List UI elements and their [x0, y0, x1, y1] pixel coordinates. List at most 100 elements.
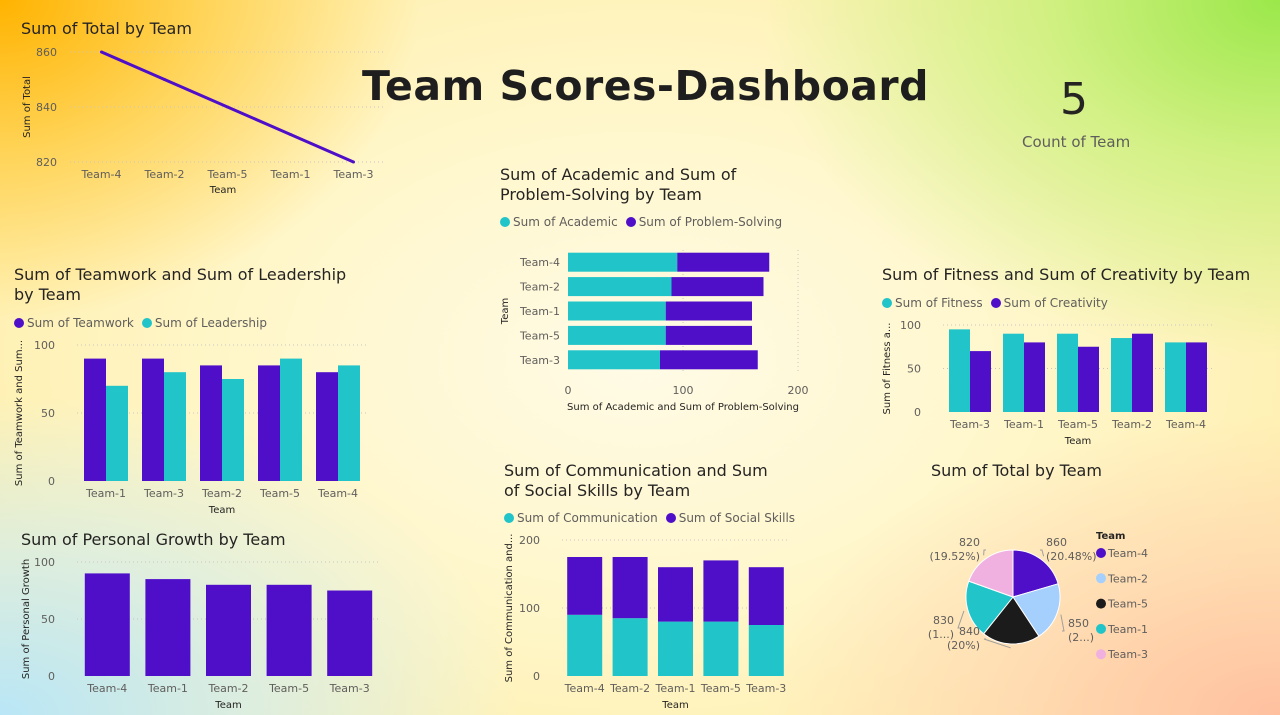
point-team-1[interactable]: [289, 133, 292, 136]
chart-total-line[interactable]: 820 840 860 Team-4 Team-2 Team-5 Team-1 Team-3 T…: [0, 38, 390, 200]
legend-item-creativity[interactable]: Sum of Creativity: [990, 296, 1108, 310]
bar-team-1[interactable]: [145, 579, 191, 676]
chart-academic[interactable]: 0 100 200 Team-4 Team-2 Team-1 Team-5 Team-3 Sum…: [490, 240, 830, 420]
x-tick-label: Team-4: [317, 487, 358, 500]
legend-item-problem-solving[interactable]: Sum of Problem-Solving: [625, 215, 783, 229]
y-tick-label: 200: [519, 534, 540, 547]
bar-team-2-sum-of-leadership[interactable]: [222, 379, 244, 481]
legend-label: Sum of Leadership: [154, 316, 267, 330]
bar-team-2-sum-of-social-skills[interactable]: [612, 557, 648, 619]
point-team-3[interactable]: [352, 160, 355, 164]
bar-team-3-sum-of-communication[interactable]: [748, 625, 784, 676]
count-card-value: 5: [1060, 74, 1088, 125]
bar-team-3-sum-of-problem-solving[interactable]: [660, 350, 758, 370]
bar-team-1-sum-of-fitness[interactable]: [1003, 333, 1024, 412]
bar-team-5-sum-of-creativity[interactable]: [1078, 346, 1099, 412]
y-tick-label: Team-1: [519, 305, 560, 318]
bar-team-4-sum-of-social-skills[interactable]: [567, 557, 603, 615]
bar-team-4-sum-of-academic[interactable]: [568, 252, 678, 272]
bar-team-3-sum-of-academic[interactable]: [568, 350, 660, 370]
pie-slice-team-4[interactable]: [1012, 549, 1059, 598]
x-tick-label: 0: [565, 384, 572, 397]
y-tick-label: 50: [907, 363, 921, 376]
pie-slice-team-3[interactable]: [968, 549, 1014, 598]
bar-team-3-sum-of-leadership[interactable]: [164, 372, 186, 481]
bar-team-3[interactable]: [327, 590, 373, 677]
bar-team-4-sum-of-creativity[interactable]: [1186, 342, 1207, 412]
y-axis-title: Sum of Personal Growth: [21, 559, 32, 679]
bar-team-2-sum-of-teamwork[interactable]: [200, 365, 222, 481]
bar-team-4-sum-of-communication[interactable]: [567, 614, 603, 676]
bar-team-5-sum-of-social-skills[interactable]: [703, 560, 739, 622]
point-team-2[interactable]: [163, 78, 166, 81]
chart-teamwork[interactable]: 0 50 100 Team-1 Team-3 Team-2 Team-5 Team-4 Team…: [0, 335, 380, 520]
legend-item-communication[interactable]: Sum of Communication: [504, 511, 658, 525]
legend-dot-team-5[interactable]: [1096, 598, 1106, 609]
bar-team-4-sum-of-teamwork[interactable]: [316, 372, 338, 481]
legend-item-fitness[interactable]: Sum of Fitness: [882, 296, 983, 310]
bar-team-2-sum-of-fitness[interactable]: [1111, 338, 1132, 412]
bar-team-4-sum-of-problem-solving[interactable]: [677, 252, 770, 272]
bar-team-5-sum-of-problem-solving[interactable]: [665, 325, 752, 345]
chart-personal[interactable]: 0 50 100 Team-4 Team-1 Team-2 Team-5 Team-3 Team…: [0, 552, 385, 715]
bar-team-2-sum-of-creativity[interactable]: [1132, 333, 1153, 412]
bar-team-3-sum-of-fitness[interactable]: [949, 329, 970, 412]
legend-dot-team-4[interactable]: [1096, 548, 1106, 558]
bar-team-1-sum-of-social-skills[interactable]: [658, 567, 693, 622]
y-tick-label: 100: [34, 556, 55, 569]
chart-fitness[interactable]: 0 50 100 Team-3 Team-1 Team-5 Team-2 Team-4 Team…: [875, 315, 1230, 450]
bar-team-5-sum-of-academic[interactable]: [568, 325, 666, 345]
bar-team-5-sum-of-leadership[interactable]: [280, 358, 302, 481]
point-team-4[interactable]: [100, 50, 103, 54]
legend-item-academic[interactable]: Sum of Academic: [500, 215, 618, 229]
bar-team-1-sum-of-communication[interactable]: [658, 621, 693, 676]
pie-legend-label[interactable]: Team-2: [1107, 572, 1148, 585]
bar-team-5-sum-of-fitness[interactable]: [1057, 333, 1078, 412]
pie-legend-label[interactable]: Team-3: [1107, 648, 1148, 661]
bar-team-4-sum-of-leadership[interactable]: [338, 365, 360, 481]
legend-teamwork: Sum of Teamwork Sum of Leadership: [14, 316, 267, 330]
x-tick-label: Team-3: [745, 682, 786, 695]
bar-team-2[interactable]: [206, 584, 251, 676]
legend-item-leadership[interactable]: Sum of Leadership: [141, 316, 267, 330]
legend-label: Sum of Problem-Solving: [638, 215, 783, 229]
legend-label: Sum of Teamwork: [27, 316, 134, 330]
x-tick-label: Team-1: [269, 168, 310, 181]
pie-legend-label[interactable]: Team-5: [1107, 598, 1148, 611]
bar-team-2-sum-of-communication[interactable]: [612, 618, 648, 676]
bar-team-1-sum-of-teamwork[interactable]: [84, 358, 106, 481]
bar-team-5[interactable]: [266, 584, 312, 676]
pie-legend-label[interactable]: Team-1: [1107, 623, 1148, 636]
bar-team-5-sum-of-teamwork[interactable]: [258, 365, 280, 481]
bar-team-3-sum-of-creativity[interactable]: [970, 351, 991, 412]
y-axis-title: Sum of Communication and...: [504, 534, 515, 683]
bar-team-1-sum-of-leadership[interactable]: [106, 385, 128, 481]
bar-team-1-sum-of-academic[interactable]: [568, 301, 666, 321]
pie-slice-team-2[interactable]: [1012, 583, 1061, 637]
bar-team-5-sum-of-communication[interactable]: [703, 621, 739, 676]
bar-team-1-sum-of-problem-solving[interactable]: [665, 301, 752, 321]
pie-pct-label: (20%): [947, 639, 980, 652]
point-team-5[interactable]: [226, 105, 229, 109]
chart-communication[interactable]: 0 100 200 Team-4 Team-2 Team-1 Team-5 Team-3 Tea…: [495, 530, 805, 715]
legend-item-social-skills[interactable]: Sum of Social Skills: [665, 511, 795, 525]
pie-leader-line: [1060, 614, 1065, 632]
bar-team-4[interactable]: [84, 573, 130, 676]
legend-dot-team-1[interactable]: [1096, 623, 1106, 634]
pie-slice-team-5[interactable]: [982, 596, 1040, 645]
bar-team-1-sum-of-creativity[interactable]: [1024, 342, 1045, 412]
legend-dot-team-3[interactable]: [1096, 649, 1106, 660]
pie-legend-label[interactable]: Team-4: [1107, 547, 1148, 560]
pie-slice-team-1[interactable]: [965, 580, 1014, 635]
bar-team-2-sum-of-academic[interactable]: [568, 277, 672, 297]
x-tick-label: Team-5: [259, 487, 300, 500]
chart-total-pie[interactable]: 860(20.48%) 850(2...) 840(20%) 830(1...) 820…: [920, 520, 1210, 670]
bar-team-2-sum-of-problem-solving[interactable]: [671, 277, 764, 297]
bar-team-3-sum-of-teamwork[interactable]: [142, 358, 164, 481]
legend-dot-team-2[interactable]: [1096, 573, 1106, 584]
bar-team-3-sum-of-social-skills[interactable]: [748, 567, 784, 625]
bar-team-4-sum-of-fitness[interactable]: [1165, 342, 1186, 412]
pie-legend-title: Team: [1096, 531, 1125, 542]
y-tick-label: Team-5: [519, 329, 560, 342]
legend-item-teamwork[interactable]: Sum of Teamwork: [14, 316, 134, 330]
